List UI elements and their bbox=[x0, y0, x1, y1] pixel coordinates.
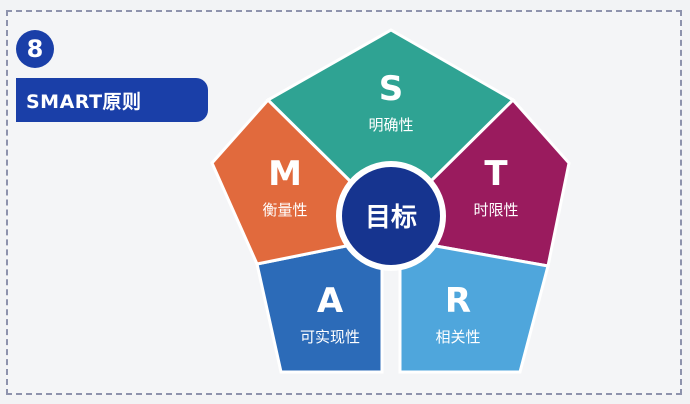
section-title: SMART原则 bbox=[16, 78, 208, 122]
segment-m-label: 衡量性 bbox=[262, 201, 307, 219]
segment-t-label: 时限性 bbox=[473, 201, 518, 219]
step-number-badge: 8 bbox=[16, 30, 54, 68]
segment-r bbox=[398, 243, 550, 374]
segment-t-letter: T bbox=[484, 154, 508, 194]
segment-a-letter: A bbox=[317, 281, 344, 321]
segment-a-label: 可实现性 bbox=[300, 328, 360, 346]
center-goal-label: 目标 bbox=[365, 203, 417, 233]
segment-s-label: 明确性 bbox=[368, 116, 413, 134]
segment-r-letter: R bbox=[445, 281, 471, 321]
segment-s-letter: S bbox=[379, 69, 404, 109]
segment-m-letter: M bbox=[268, 154, 302, 194]
center-goal-circle bbox=[336, 161, 446, 271]
segment-r-label: 相关性 bbox=[435, 328, 480, 346]
